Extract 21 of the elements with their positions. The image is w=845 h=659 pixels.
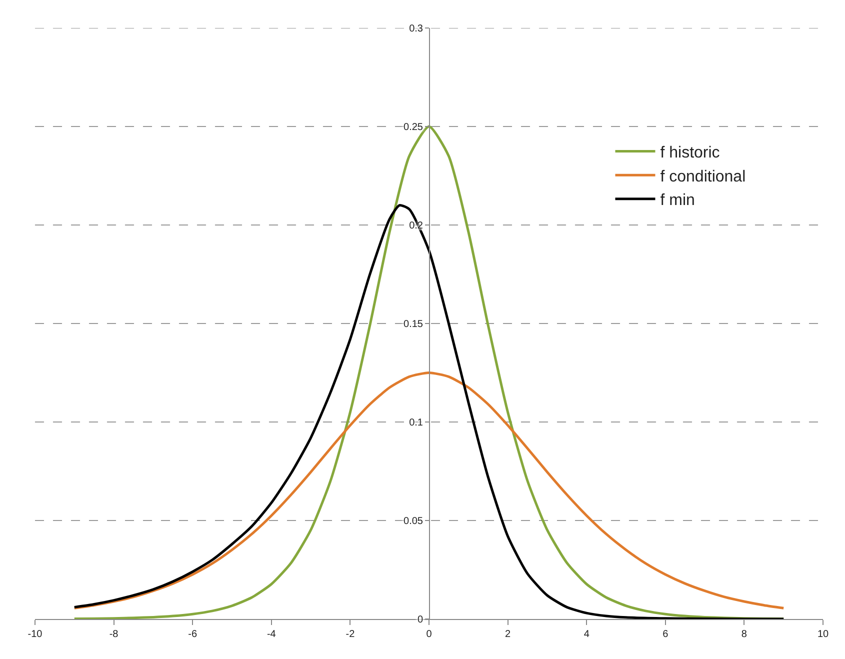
- line-series: [73, 372, 785, 610]
- legend-label: f min: [660, 192, 695, 210]
- x-tick-label: -6: [188, 629, 198, 640]
- legend-label: f historic: [660, 144, 720, 162]
- x-tick-label: 4: [584, 629, 590, 640]
- x-tick-label: -4: [266, 629, 276, 640]
- x-tick-label: 10: [817, 629, 829, 640]
- x-tick-label: 0: [426, 629, 432, 640]
- y-tick-label: 0.05: [404, 516, 424, 527]
- x-tick-label: 6: [662, 629, 669, 640]
- y-tick-label: 0.15: [404, 319, 424, 330]
- x-tick-label: -10: [28, 629, 43, 640]
- y-tick-label: 0: [417, 614, 424, 626]
- y-tick-label: 0.25: [404, 122, 424, 133]
- x-tick-label: 2: [505, 629, 512, 640]
- y-tick-label: 0.3: [409, 24, 424, 34]
- x-tick-label: 8: [741, 629, 748, 640]
- x-tick-label: -8: [109, 629, 119, 640]
- x-tick-label: -2: [346, 629, 356, 640]
- y-tick-label: 0.1: [409, 418, 424, 428]
- legend-label: f conditional: [660, 168, 746, 186]
